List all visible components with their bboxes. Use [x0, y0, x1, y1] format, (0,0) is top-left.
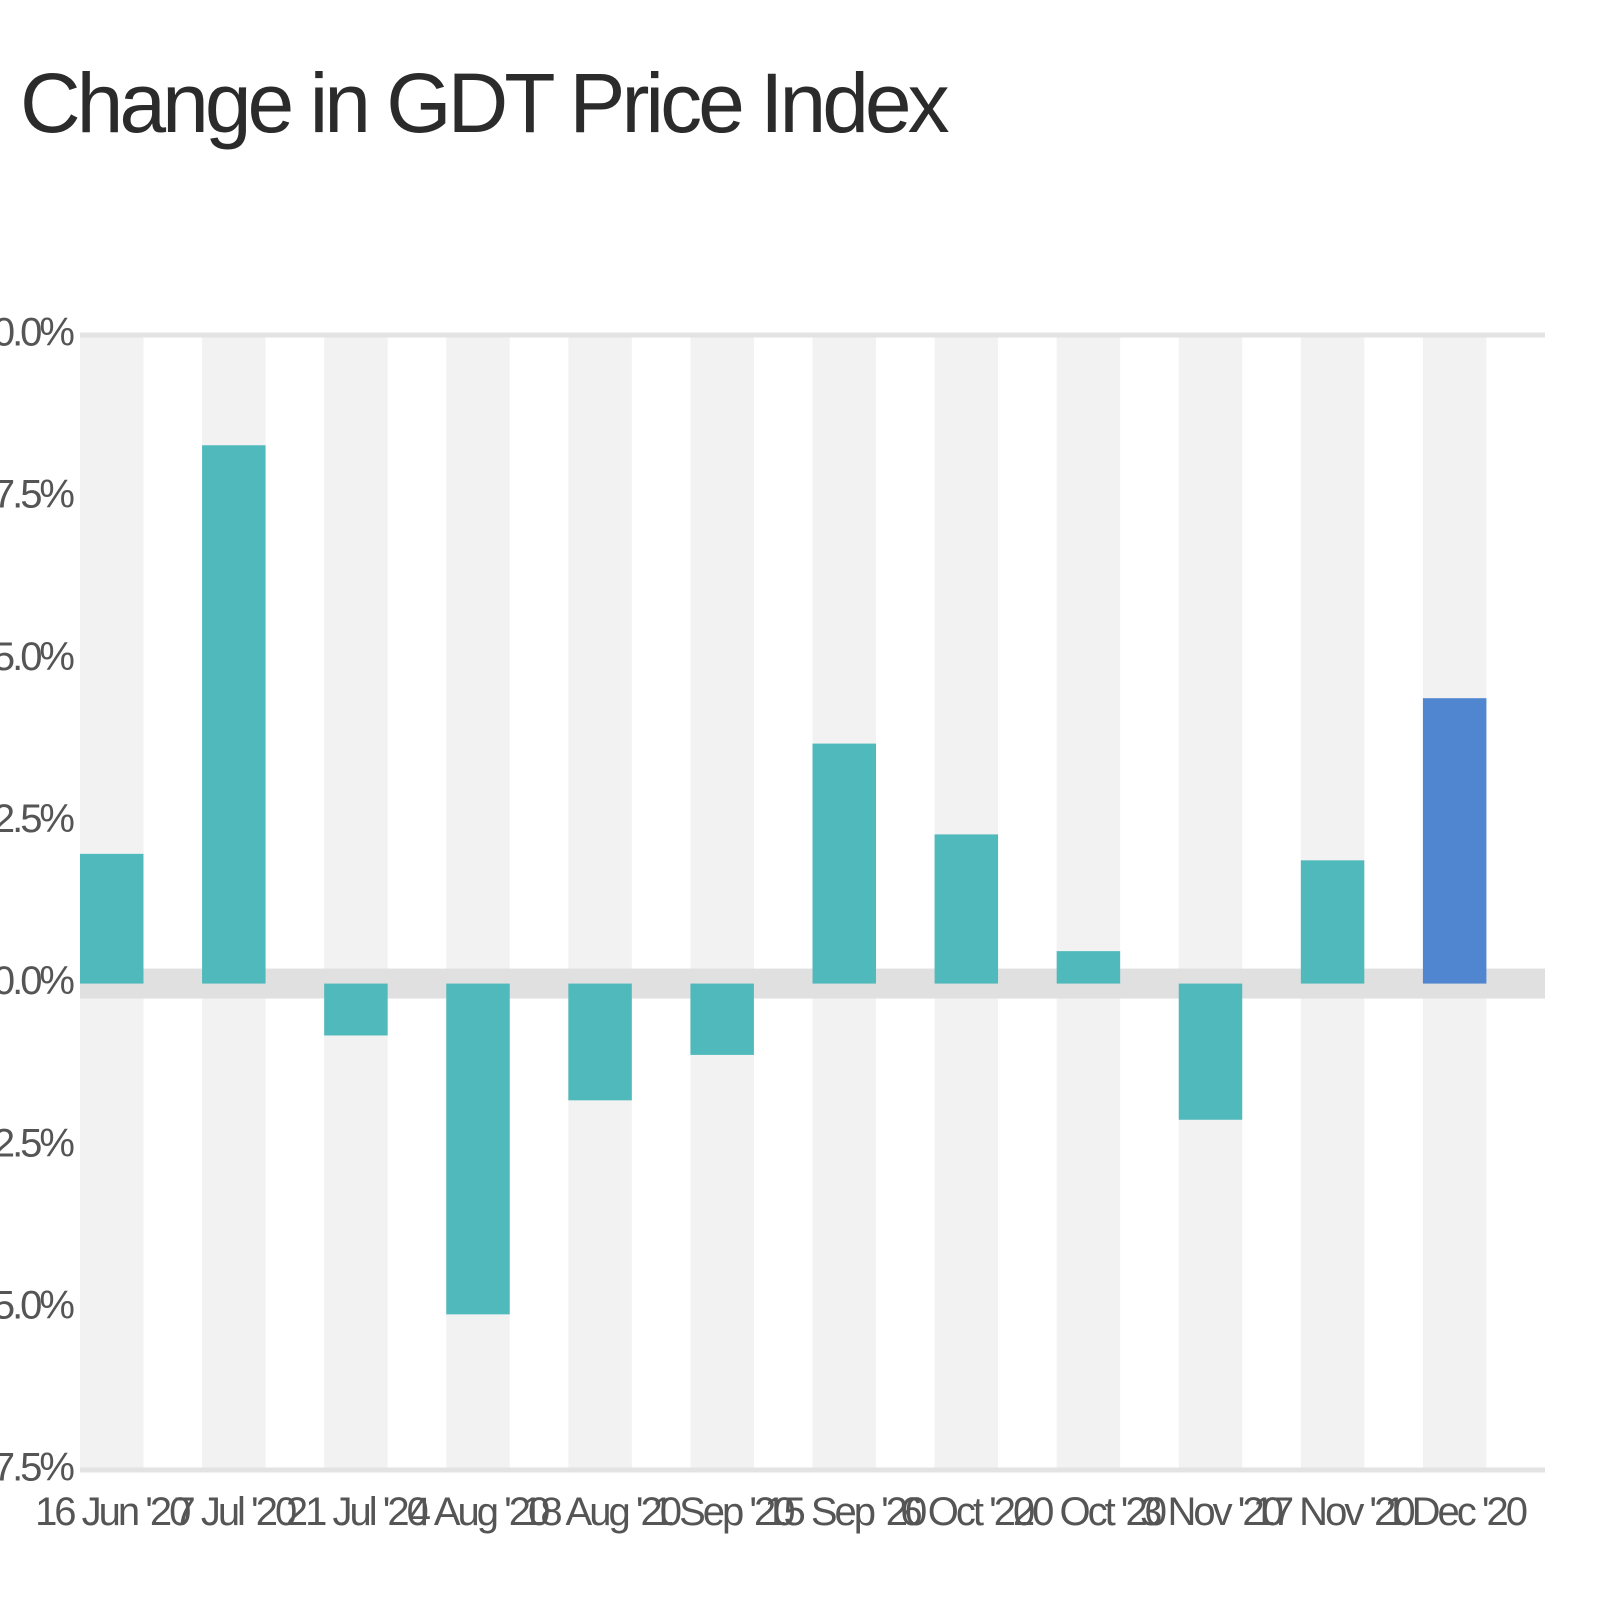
bar [202, 445, 266, 984]
bar [690, 983, 754, 1055]
bar [80, 853, 144, 984]
background-band [568, 335, 632, 1470]
x-tick-label: 21 Jul '20 [286, 1490, 428, 1534]
x-tick-label: 6 Oct '20 [900, 1490, 1034, 1534]
bar [1300, 860, 1365, 984]
x-tick-label: 1 Dec '20 [1384, 1490, 1526, 1534]
background-band [324, 335, 388, 1470]
background-band [1056, 335, 1121, 1470]
bar [1056, 951, 1121, 984]
bar [446, 983, 510, 1315]
y-tick-label: -7.5% [0, 1446, 74, 1490]
x-tick-label: 17 Nov '20 [1253, 1490, 1415, 1534]
x-tick-label: 15 Sep '20 [764, 1490, 926, 1534]
background-band [690, 335, 754, 1470]
bar [1422, 698, 1487, 984]
x-tick-label: 16 Jun '20 [35, 1490, 190, 1534]
y-tick-label: 5.0% [0, 635, 74, 679]
y-tick-label: 2.5% [0, 797, 74, 841]
x-tick-label: 1 Sep '20 [652, 1490, 795, 1534]
x-tick-label: 7 Jul '20 [173, 1490, 295, 1534]
y-axis-ticks: 10.0% 7.5% 5.0% 2.5% 0.0% -2.5% -5.0% -7.5% [0, 311, 77, 1490]
x-tick-label: 20 Oct '20 [1013, 1490, 1166, 1534]
bar [934, 834, 999, 984]
background-bands [80, 335, 1487, 1470]
bar [1178, 983, 1243, 1120]
background-band [1178, 335, 1243, 1470]
bar [324, 983, 388, 1036]
y-tick-label: 10.0% [0, 311, 74, 355]
y-tick-label: -5.0% [0, 1283, 74, 1327]
bars [80, 445, 1487, 1315]
x-tick-label: 18 Aug '20 [521, 1490, 681, 1534]
bar [812, 743, 876, 984]
x-tick-label: 4 Aug '20 [409, 1490, 549, 1534]
chart-title: Change in GDT Price Index [20, 56, 950, 150]
y-tick-label: 7.5% [0, 473, 74, 517]
x-tick-label: 3 Nov '20 [1140, 1490, 1282, 1534]
y-tick-label: -2.5% [0, 1121, 74, 1165]
bar [568, 983, 632, 1101]
y-tick-label: 0.0% [0, 959, 74, 1003]
